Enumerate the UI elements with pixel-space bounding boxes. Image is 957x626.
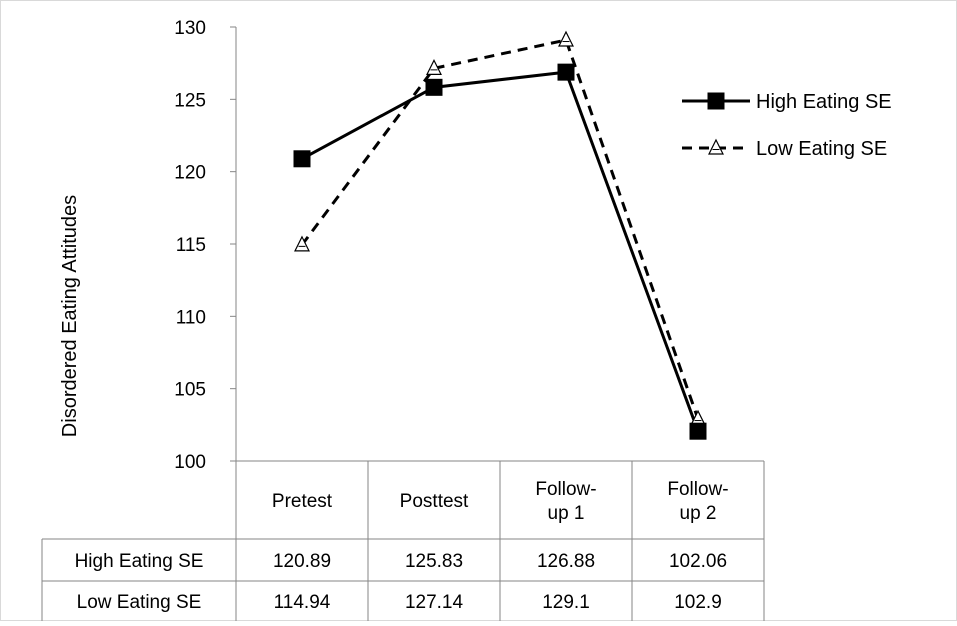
- y-tick-label: 105: [174, 380, 206, 401]
- legend-swatch-marker: [708, 138, 724, 155]
- data-point-high-eating-se: [425, 78, 443, 96]
- series-line-low-eating-se: [300, 38, 700, 420]
- y-axis: 100 105 110 115 120 125 130: [174, 18, 237, 473]
- data-table: Pretest Posttest Follow-up 1 Follow-up 2 Hig…: [41, 460, 765, 621]
- table-cell-value: 120.89: [273, 551, 331, 572]
- x-category-label-pretest: Pretest: [272, 491, 333, 512]
- legend-label: High Eating SE: [756, 91, 892, 113]
- x-category-label-posttest: Posttest: [400, 491, 469, 512]
- table-cell-value: 114.94: [274, 592, 331, 613]
- legend-item-high-eating-se: High Eating SE: [682, 91, 892, 113]
- table-cell-value: 102.06: [669, 551, 727, 572]
- legend-label: Low Eating SE: [756, 138, 887, 160]
- table-cell-value: 127.14: [405, 592, 464, 613]
- data-point-low-eating-se: [558, 30, 574, 47]
- y-tick-label: 125: [174, 90, 206, 111]
- x-category-label-follow-up-2: Follow-up 2: [667, 479, 728, 524]
- series-line-high-eating-se: [301, 70, 700, 432]
- y-tick-label: 130: [174, 18, 206, 39]
- table-row-label-high-eating-se: High Eating SE: [75, 551, 204, 572]
- plot-area: [293, 30, 707, 440]
- table-cell-value: 125.83: [405, 551, 463, 572]
- table-row-label-low-eating-se: Low Eating SE: [77, 592, 202, 613]
- data-point-high-eating-se: [557, 63, 575, 81]
- data-point-high-eating-se: [293, 150, 311, 168]
- y-tick-label: 120: [174, 163, 206, 184]
- table-cell-value: 126.88: [537, 551, 595, 572]
- y-tick-label: 100: [174, 452, 206, 473]
- legend-swatch-marker: [707, 92, 725, 110]
- y-tick-label: 110: [176, 307, 206, 328]
- table-cell-value: 102.9: [674, 592, 722, 613]
- table-cell-value: 129.1: [542, 592, 590, 613]
- data-point-low-eating-se: [426, 59, 442, 75]
- data-point-high-eating-se: [689, 422, 707, 440]
- legend: High Eating SE Low Eating SE: [682, 91, 892, 160]
- x-category-label-follow-up-1: Follow-up 1: [535, 479, 596, 524]
- y-axis-title: Disordered Eating Attitudes: [59, 195, 81, 437]
- data-point-low-eating-se: [294, 235, 310, 252]
- legend-item-low-eating-se: Low Eating SE: [682, 138, 887, 160]
- y-tick-label: 115: [176, 235, 206, 256]
